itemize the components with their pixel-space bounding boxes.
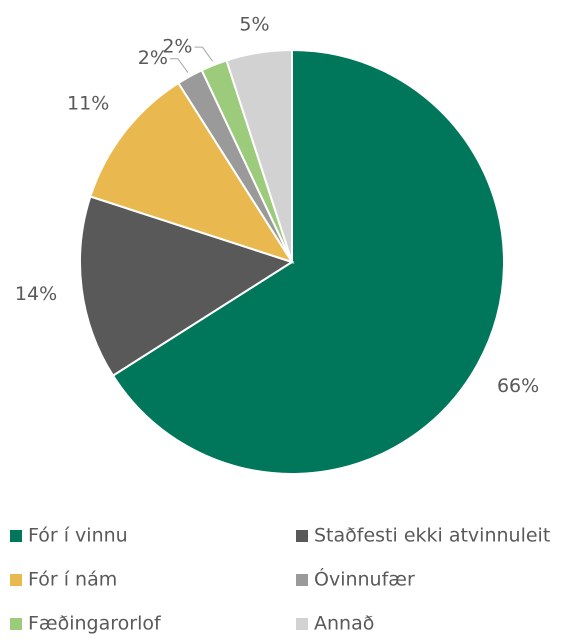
data-label: 2% — [162, 36, 192, 58]
data-label: 11% — [67, 92, 109, 114]
legend-swatch — [296, 574, 308, 586]
leader-line — [194, 46, 213, 62]
data-label: 5% — [239, 13, 269, 35]
legend-swatch — [10, 574, 22, 586]
pie-slice — [111, 48, 505, 475]
legend-swatch — [296, 618, 308, 630]
legend-label: Fór í nám — [28, 569, 117, 591]
legend-swatch — [296, 530, 308, 542]
legend-swatch — [10, 618, 22, 630]
leader-line — [169, 58, 189, 74]
data-label: 66% — [497, 375, 539, 397]
legend-label: Fór í vinnu — [28, 525, 128, 547]
data-label: 2% — [138, 47, 168, 69]
pie-slice — [225, 48, 293, 263]
data-label: 14% — [15, 283, 57, 305]
legend-label: Staðfesti ekki atvinnuleit — [314, 525, 550, 547]
pie-slice — [79, 195, 295, 377]
legend-swatch — [10, 530, 22, 542]
legend-label: Fæðingarorlof — [28, 613, 162, 635]
pie-slice — [89, 81, 295, 264]
legend-label: Annað — [314, 613, 374, 635]
legend-label: Óvinnufær — [314, 567, 415, 591]
